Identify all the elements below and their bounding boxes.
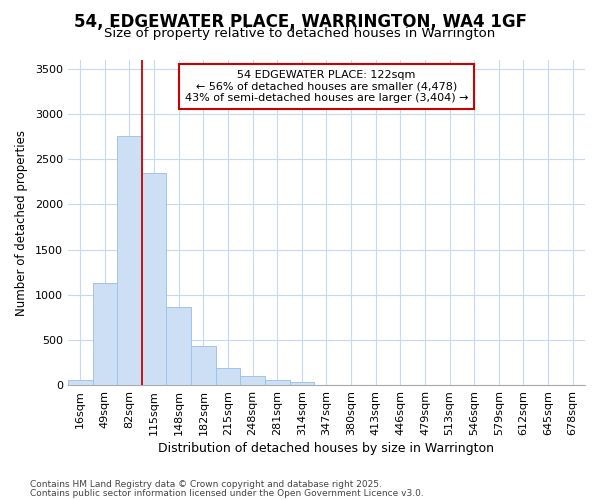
Bar (166, 306, 191, 385)
Bar (290, 382, 314, 385)
Bar (142, 173, 166, 385)
Text: Contains public sector information licensed under the Open Government Licence v3: Contains public sector information licen… (30, 488, 424, 498)
Text: 54 EDGEWATER PLACE: 122sqm
← 56% of detached houses are smaller (4,478)
43% of s: 54 EDGEWATER PLACE: 122sqm ← 56% of deta… (185, 70, 468, 103)
Y-axis label: Number of detached properties: Number of detached properties (15, 130, 28, 316)
Text: Size of property relative to detached houses in Warrington: Size of property relative to detached ho… (104, 28, 496, 40)
Bar (117, 136, 142, 385)
Text: Contains HM Land Registry data © Crown copyright and database right 2025.: Contains HM Land Registry data © Crown c… (30, 480, 382, 489)
X-axis label: Distribution of detached houses by size in Warrington: Distribution of detached houses by size … (158, 442, 494, 455)
Text: 54, EDGEWATER PLACE, WARRINGTON, WA4 1GF: 54, EDGEWATER PLACE, WARRINGTON, WA4 1GF (74, 12, 527, 30)
Bar (265, 380, 290, 385)
Bar (68, 380, 92, 385)
Bar (191, 346, 215, 385)
Bar (215, 368, 240, 385)
Bar (240, 376, 265, 385)
Bar (92, 283, 117, 385)
